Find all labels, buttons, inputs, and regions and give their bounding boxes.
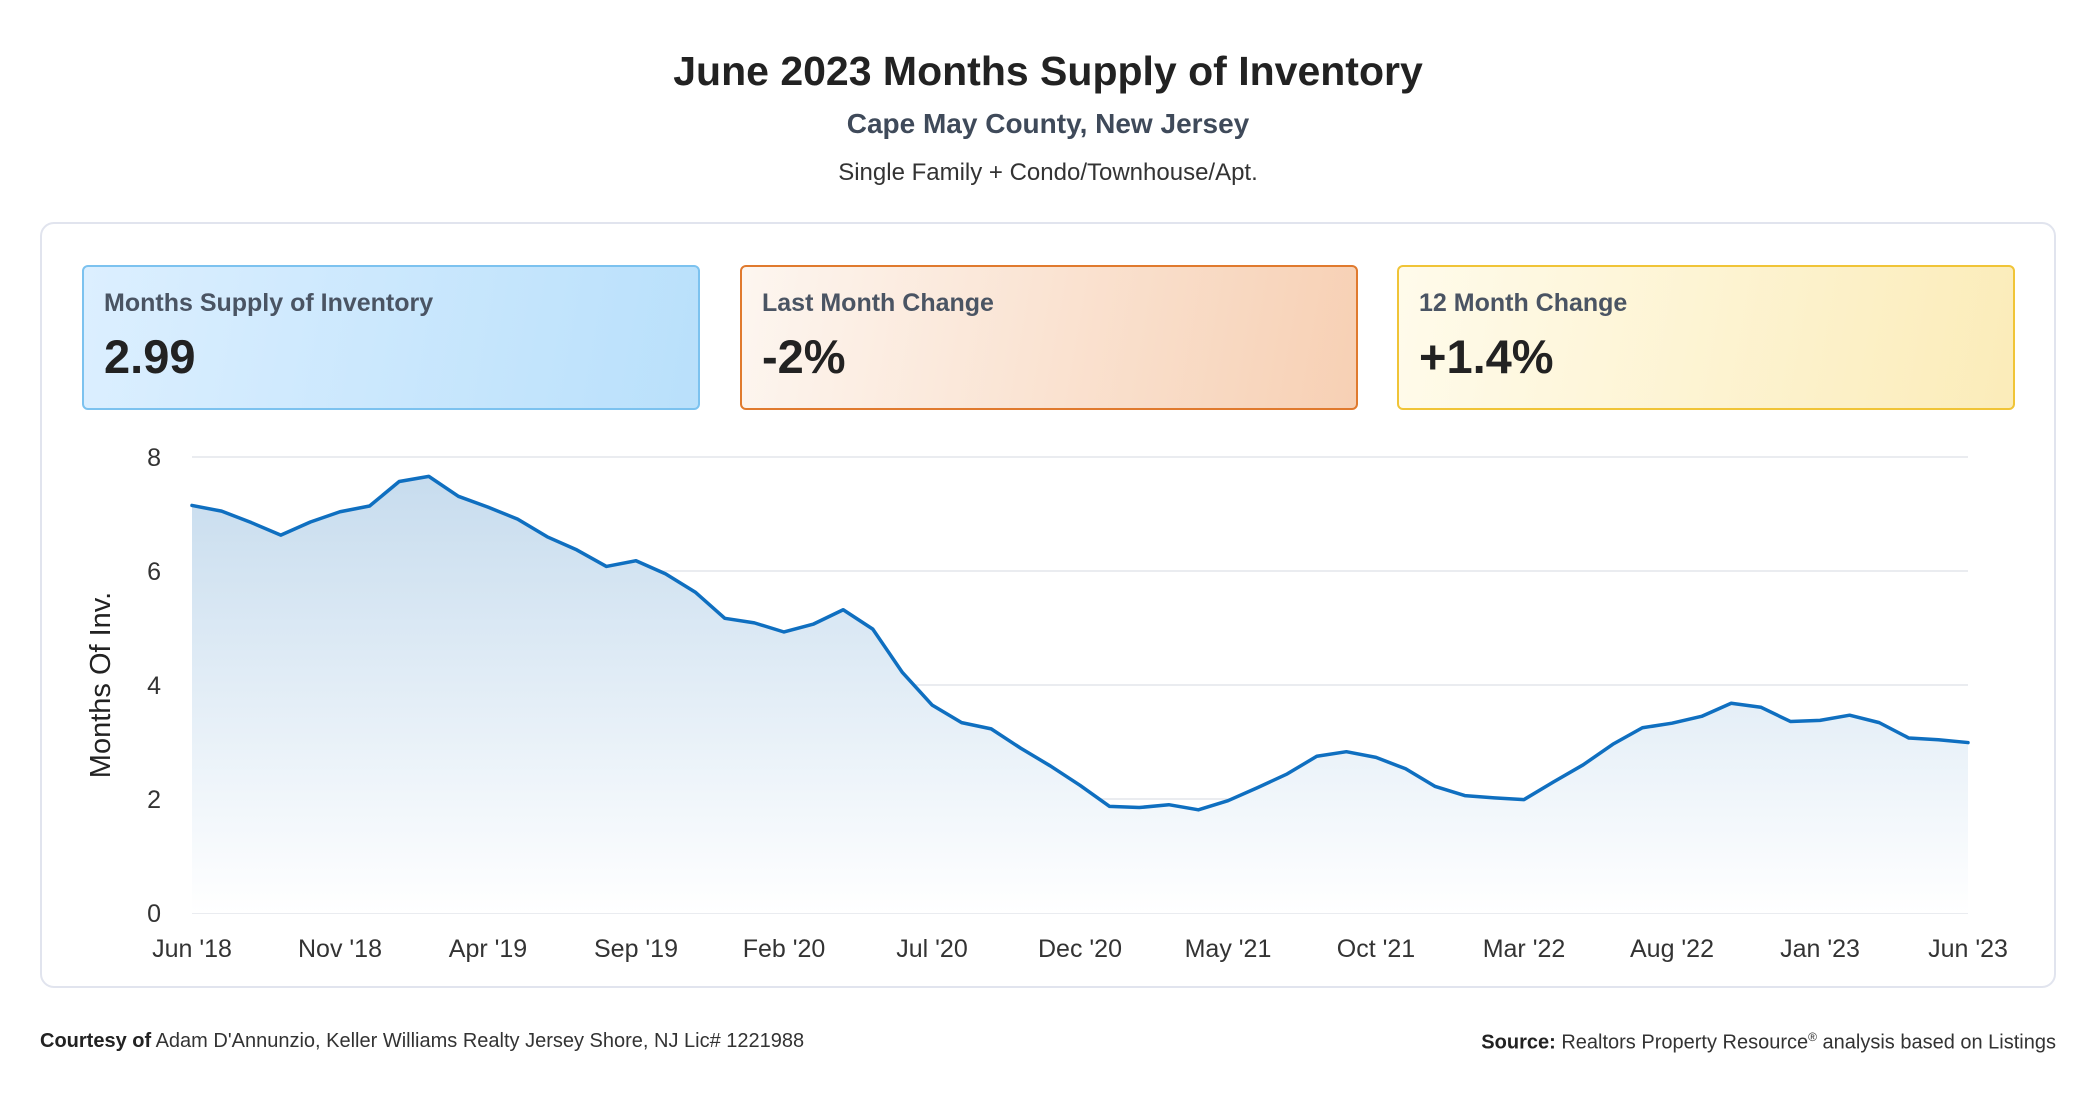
source-label: Source: [1481, 1031, 1556, 1054]
y-tick-label: 0 [147, 900, 161, 928]
courtesy-text: Adam D'Annunzio, Keller Williams Realty … [155, 1030, 805, 1052]
source-suffix: analysis based on Listings [1822, 1031, 2056, 1054]
series-line [190, 474, 1970, 812]
x-tick-label: Jun '23 [1928, 935, 2008, 963]
courtesy-credit: Courtesy of Adam D'Annunzio, Keller Will… [40, 1030, 804, 1053]
x-tick-label: Dec '20 [1038, 935, 1122, 963]
card-label: Months Supply of Inventory [104, 289, 434, 317]
card-12-month-change: 12 Month Change +1.4% [1397, 265, 2015, 410]
y-tick-label: 4 [147, 672, 161, 700]
x-tick-label: Jul '20 [896, 935, 967, 963]
card-value: -2% [762, 330, 846, 383]
card-value: +1.4% [1419, 330, 1554, 383]
x-tick-label: Sep '19 [594, 935, 678, 963]
card-label: 12 Month Change [1419, 289, 1628, 317]
x-tick-label: Jan '23 [1780, 935, 1860, 963]
source-text: Realtors Property Resource [1561, 1031, 1809, 1054]
series-area [192, 476, 1968, 913]
x-tick-label: Jun '18 [152, 935, 232, 963]
x-tick-label: Aug '22 [1630, 935, 1714, 963]
page-title: June 2023 Months Supply of Inventory [673, 48, 1423, 94]
y-axis-label: Months Of Inv. [85, 592, 117, 778]
x-tick-label: Mar '22 [1483, 935, 1566, 963]
courtesy-label: Courtesy of [40, 1030, 152, 1052]
page-subtitle: Cape May County, New Jersey [846, 108, 1250, 139]
card-label: Last Month Change [762, 289, 994, 317]
y-tick-label: 8 [147, 444, 161, 472]
card-months-supply: Months Supply of Inventory 2.99 [82, 265, 700, 410]
x-tick-label: May '21 [1185, 935, 1272, 963]
x-tick-label: Apr '19 [449, 935, 527, 963]
y-tick-label: 6 [147, 558, 161, 586]
x-tick-label: Feb '20 [743, 935, 826, 963]
registered-mark: ® [1808, 1030, 1817, 1044]
property-types: Single Family + Condo/Townhouse/Apt. [838, 159, 1258, 186]
card-value: 2.99 [104, 330, 196, 383]
card-last-month-change: Last Month Change -2% [740, 265, 1358, 410]
x-tick-label: Nov '18 [298, 935, 382, 963]
months-supply-chart: 0 2 4 6 8 Months Of Inv. Jun '18 Nov '18 Apr '19… [85, 444, 2008, 963]
source-credit: Source: Realtors Property Resource® anal… [1481, 1030, 2056, 1055]
x-tick-label: Oct '21 [1337, 935, 1415, 963]
y-tick-label: 2 [147, 786, 161, 814]
